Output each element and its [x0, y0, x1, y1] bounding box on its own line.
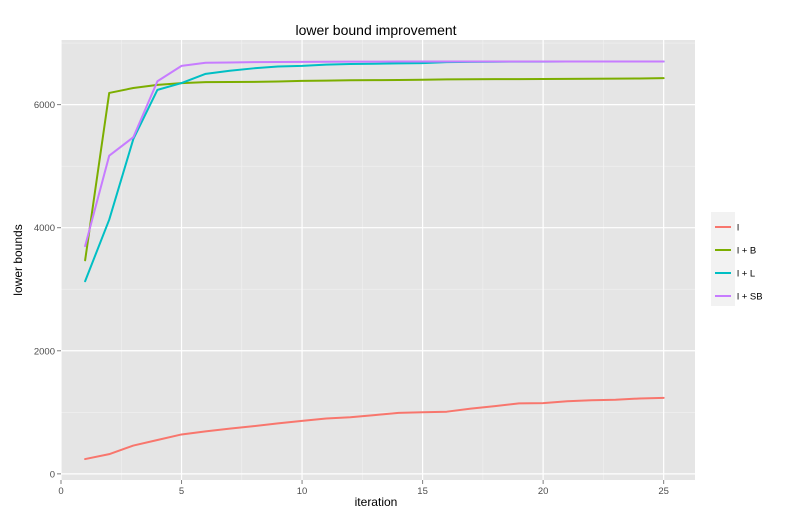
series-line-0: [84, 396, 665, 461]
legend-label: l + SB: [737, 292, 763, 303]
y-tick-label: 4000: [34, 223, 55, 234]
x-tick-label: 0: [58, 486, 63, 497]
legend-label: l + B: [737, 246, 756, 257]
legend: l l + B l + L l + SB: [711, 212, 763, 306]
y-axis-title: lower bounds: [11, 224, 25, 295]
y-tick-label: 0: [50, 469, 55, 480]
major-gridlines: [60, 40, 695, 480]
x-tick-label: 25: [658, 486, 669, 497]
legend-label: l: [737, 223, 739, 234]
x-tick-label: 10: [297, 486, 308, 497]
axis-ticks: 0 5 10 15 20 25 0 2000 4000 6000: [34, 100, 669, 497]
legend-label: l + L: [737, 269, 755, 280]
y-tick-label: 6000: [34, 100, 55, 111]
series-lines: [84, 60, 665, 461]
minor-gridlines: [61, 40, 695, 480]
panel-background: [61, 40, 695, 480]
y-tick-label: 2000: [34, 346, 55, 357]
x-axis-title: iteration: [355, 495, 398, 509]
chart-title: lower bound improvement: [295, 22, 456, 38]
x-tick-label: 15: [417, 486, 428, 497]
series-line-3: [84, 60, 665, 248]
x-tick-label: 5: [179, 486, 184, 497]
x-tick-label: 20: [538, 486, 549, 497]
